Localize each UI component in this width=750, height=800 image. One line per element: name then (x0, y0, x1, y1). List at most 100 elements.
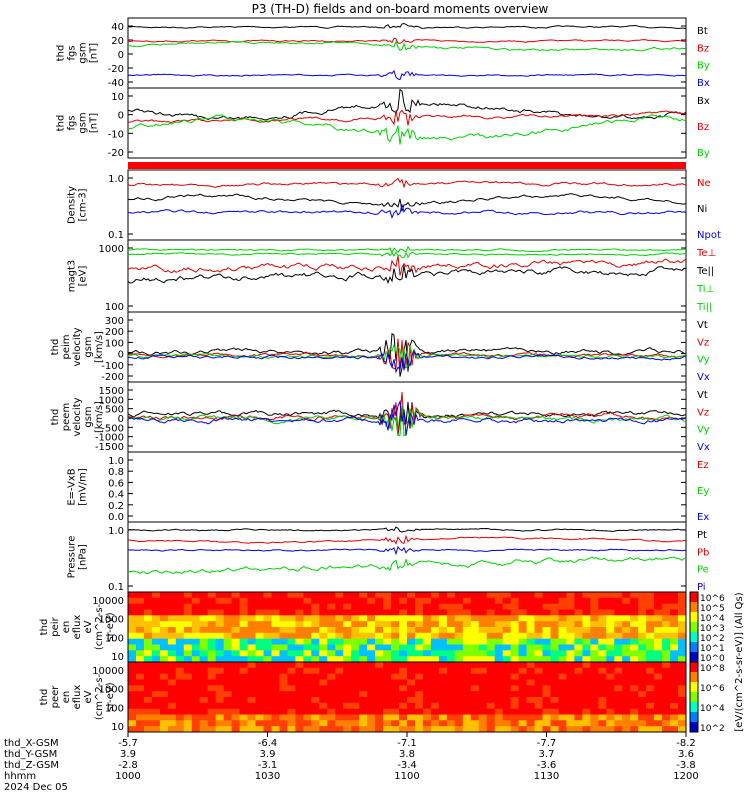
heatmap-cell (478, 656, 488, 663)
heatmap-cell (558, 644, 567, 651)
heatmap-cell (143, 726, 153, 733)
heatmap-cell (510, 662, 520, 669)
heatmap-cell (534, 708, 543, 715)
heatmap-cell (582, 627, 591, 634)
heatmap-cell (295, 720, 304, 727)
heatmap-cell (391, 656, 400, 663)
heatmap-cell (183, 662, 193, 669)
heatmap-cell (375, 662, 384, 669)
legend-entry: Vx (697, 442, 710, 453)
heatmap-cell (518, 650, 528, 657)
heatmap-cell (566, 597, 575, 605)
y-axis-label: peem (61, 403, 72, 431)
heatmap-cell (375, 597, 384, 605)
heatmap-cell (407, 615, 416, 622)
heatmap-cell (151, 627, 161, 634)
heatmap-cell (542, 691, 551, 698)
heatmap-cell (303, 726, 312, 733)
heatmap-cell (526, 650, 536, 657)
heatmap-cell (550, 621, 559, 628)
heatmap-cell (167, 679, 177, 686)
heatmap-cell (534, 714, 543, 721)
heatmap-cell (359, 592, 368, 599)
heatmap-cell (231, 726, 241, 733)
heatmap-cell (415, 615, 424, 622)
heatmap-cell (438, 714, 448, 721)
heatmap-cell (207, 691, 217, 698)
heatmap-cell (550, 679, 559, 686)
heatmap-cell (231, 679, 241, 686)
y-axis-label: [nPa] (78, 544, 89, 570)
heatmap-cell (207, 650, 217, 657)
heatmap-cell (343, 726, 352, 733)
heatmap-cell (335, 656, 344, 663)
x-tick-label: -7.1 (397, 738, 417, 749)
heatmap-cell (598, 679, 607, 686)
heatmap-cell (303, 685, 312, 692)
heatmap-cell (271, 615, 280, 622)
heatmap-cell (542, 615, 551, 622)
heatmap-cell (558, 627, 567, 634)
heatmap-cell (678, 708, 687, 715)
heatmap-cell (407, 685, 416, 692)
heatmap-cell (590, 685, 599, 692)
heatmap-cell (566, 656, 575, 663)
heatmap-cell (136, 592, 145, 599)
heatmap-cell (518, 697, 528, 704)
heatmap-cell (151, 720, 161, 727)
heatmap-cell (159, 627, 169, 634)
heatmap-cell (534, 720, 543, 727)
heatmap-cell (136, 632, 145, 640)
heatmap-cell (351, 685, 360, 692)
heatmap-cell (518, 597, 528, 605)
legend-entry: Bx (697, 78, 710, 89)
heatmap-cell (470, 621, 480, 628)
heatmap-cell (319, 638, 328, 645)
heatmap-cell (478, 597, 488, 605)
heatmap-cell (367, 702, 376, 710)
heatmap-cell (558, 615, 567, 622)
heatmap-cell (199, 644, 209, 651)
heatmap-cell (638, 697, 647, 704)
y-tick-label: 0.0 (108, 512, 124, 523)
heatmap-cell (502, 702, 512, 710)
heatmap-cell (399, 702, 408, 710)
heatmap-cell (518, 708, 528, 715)
heatmap-cell (367, 609, 376, 616)
heatmap-cell (462, 656, 472, 663)
heatmap-cell (526, 691, 536, 698)
heatmap-cell (279, 615, 288, 622)
heatmap-cell (231, 662, 241, 669)
heatmap-cell (470, 691, 480, 698)
heatmap-cell (494, 644, 504, 651)
heatmap-cell (359, 603, 368, 610)
heatmap-cell (143, 627, 153, 634)
heatmap-cell (646, 656, 655, 663)
heatmap-cell (191, 667, 201, 675)
heatmap-cell (566, 603, 575, 610)
heatmap-cell (351, 720, 360, 727)
heatmap-cell (590, 615, 599, 622)
heatmap-cell (151, 615, 161, 622)
heatmap-cell (630, 656, 639, 663)
heatmap-cell (183, 609, 193, 616)
series-line-Te|| (127, 265, 687, 285)
heatmap-cell (606, 650, 615, 657)
heatmap-cell (422, 621, 432, 628)
legend-entry: Ez (697, 460, 709, 471)
heatmap-cell (399, 615, 408, 622)
heatmap-cell (422, 615, 432, 622)
heatmap-cell (279, 720, 288, 727)
heatmap-cell (478, 685, 488, 692)
series-line-Ti|| (127, 251, 687, 259)
heatmap-cell (207, 609, 217, 616)
heatmap-cell (462, 691, 472, 698)
heatmap-cell (391, 597, 400, 605)
heatmap-cell (598, 726, 607, 733)
heatmap-cell (510, 726, 520, 733)
heatmap-cell (383, 609, 392, 616)
heatmap-cell (526, 714, 536, 721)
heatmap-cell (399, 697, 408, 704)
heatmap-cell (438, 697, 448, 704)
